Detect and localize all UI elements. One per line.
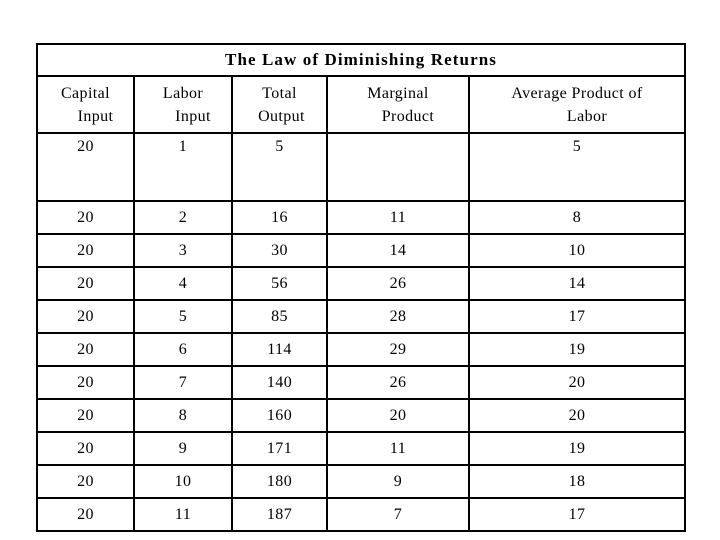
table-cell: 11 — [133, 497, 233, 532]
table-cell: 10 — [133, 464, 233, 499]
table-cell: 26 — [326, 365, 470, 400]
table-cell: 17 — [468, 497, 686, 532]
table-cell: 20 — [36, 233, 135, 268]
table-cell: 17 — [468, 299, 686, 334]
table-cell: 160 — [231, 398, 328, 433]
table-cell: 4 — [133, 266, 233, 301]
table-cell: 20 — [36, 398, 135, 433]
table-cell: 8 — [133, 398, 233, 433]
column-header: Labor Input — [133, 75, 233, 134]
table-cell: 10 — [468, 233, 686, 268]
table-cell: 6 — [133, 332, 233, 367]
table-cell: 2 — [133, 200, 233, 235]
header-row: Capital Input Labor Input Total Output Margina… — [36, 75, 686, 134]
table-cell: 20 — [36, 132, 135, 202]
table-cell: 16 — [231, 200, 328, 235]
table-cell: 20 — [36, 332, 135, 367]
table-cell: 20 — [468, 398, 686, 433]
column-header: Marginal Product — [326, 75, 470, 134]
table-cell: 11 — [326, 431, 470, 466]
table-cell: 26 — [326, 266, 470, 301]
column-header-line: Input — [77, 107, 114, 125]
table-cell: 5 — [231, 132, 328, 202]
table-cell — [326, 132, 470, 202]
table-row: 20 7 140 26 20 — [36, 365, 686, 400]
table-cell: 14 — [468, 266, 686, 301]
table-cell: 5 — [468, 132, 686, 202]
table-cell: 9 — [133, 431, 233, 466]
table-cell: 29 — [326, 332, 470, 367]
table-cell: 20 — [36, 464, 135, 499]
table-cell: 1 — [133, 132, 233, 202]
table-cell: 14 — [326, 233, 470, 268]
column-header-line: Average Product of — [511, 84, 643, 102]
diminishing-returns-table: The Law of Diminishing Returns Capital In… — [36, 43, 686, 532]
table-row: 20 6 114 29 19 — [36, 332, 686, 367]
table-cell: 8 — [468, 200, 686, 235]
table-cell: 19 — [468, 431, 686, 466]
column-header-line: Marginal — [367, 84, 429, 102]
table-cell: 20 — [36, 266, 135, 301]
table-cell: 114 — [231, 332, 328, 367]
table-row: 20 3 30 14 10 — [36, 233, 686, 268]
table-cell: 85 — [231, 299, 328, 334]
table-cell: 3 — [133, 233, 233, 268]
table-cell: 20 — [36, 365, 135, 400]
column-header-line: Total — [262, 84, 297, 102]
table-row: 20 10 180 9 18 — [36, 464, 686, 499]
column-header: Total Output — [231, 75, 328, 134]
table-row: 20 11 187 7 17 — [36, 497, 686, 532]
table-body: 20 1 5 5 20 2 16 11 8 20 3 30 14 10 20 4 56 26 14 20 5 85 28 17… — [36, 132, 686, 532]
column-header-line: Input — [175, 107, 211, 125]
table-cell: 20 — [468, 365, 686, 400]
column-header-line: Labor — [566, 107, 608, 125]
table-row: 20 1 5 5 — [36, 132, 686, 202]
table-cell: 20 — [36, 200, 135, 235]
table-cell: 5 — [133, 299, 233, 334]
table-cell: 7 — [326, 497, 470, 532]
table-title: The Law of Diminishing Returns — [36, 43, 686, 77]
table-row: 20 9 171 11 19 — [36, 431, 686, 466]
table-cell: 30 — [231, 233, 328, 268]
table-cell: 11 — [326, 200, 470, 235]
table-cell: 20 — [36, 497, 135, 532]
table-cell: 19 — [468, 332, 686, 367]
table-cell: 171 — [231, 431, 328, 466]
table-cell: 140 — [231, 365, 328, 400]
column-header: Capital Input — [36, 75, 135, 134]
table-cell: 56 — [231, 266, 328, 301]
table-cell: 20 — [36, 431, 135, 466]
table-cell: 180 — [231, 464, 328, 499]
table-cell: 9 — [326, 464, 470, 499]
table-row: 20 5 85 28 17 — [36, 299, 686, 334]
table-cell: 7 — [133, 365, 233, 400]
column-header-line: Capital — [60, 84, 110, 102]
column-header: Average Product of Labor — [468, 75, 686, 134]
table-cell: 20 — [326, 398, 470, 433]
column-header-line: Product — [381, 107, 435, 125]
table-cell: 20 — [36, 299, 135, 334]
column-header-line: Output — [258, 107, 305, 125]
column-header-line: Labor — [162, 84, 204, 102]
table-cell: 187 — [231, 497, 328, 532]
table-row: 20 8 160 20 20 — [36, 398, 686, 433]
table-cell: 28 — [326, 299, 470, 334]
title-row: The Law of Diminishing Returns — [36, 43, 686, 77]
table-row: 20 4 56 26 14 — [36, 266, 686, 301]
table-cell: 18 — [468, 464, 686, 499]
table-row: 20 2 16 11 8 — [36, 200, 686, 235]
